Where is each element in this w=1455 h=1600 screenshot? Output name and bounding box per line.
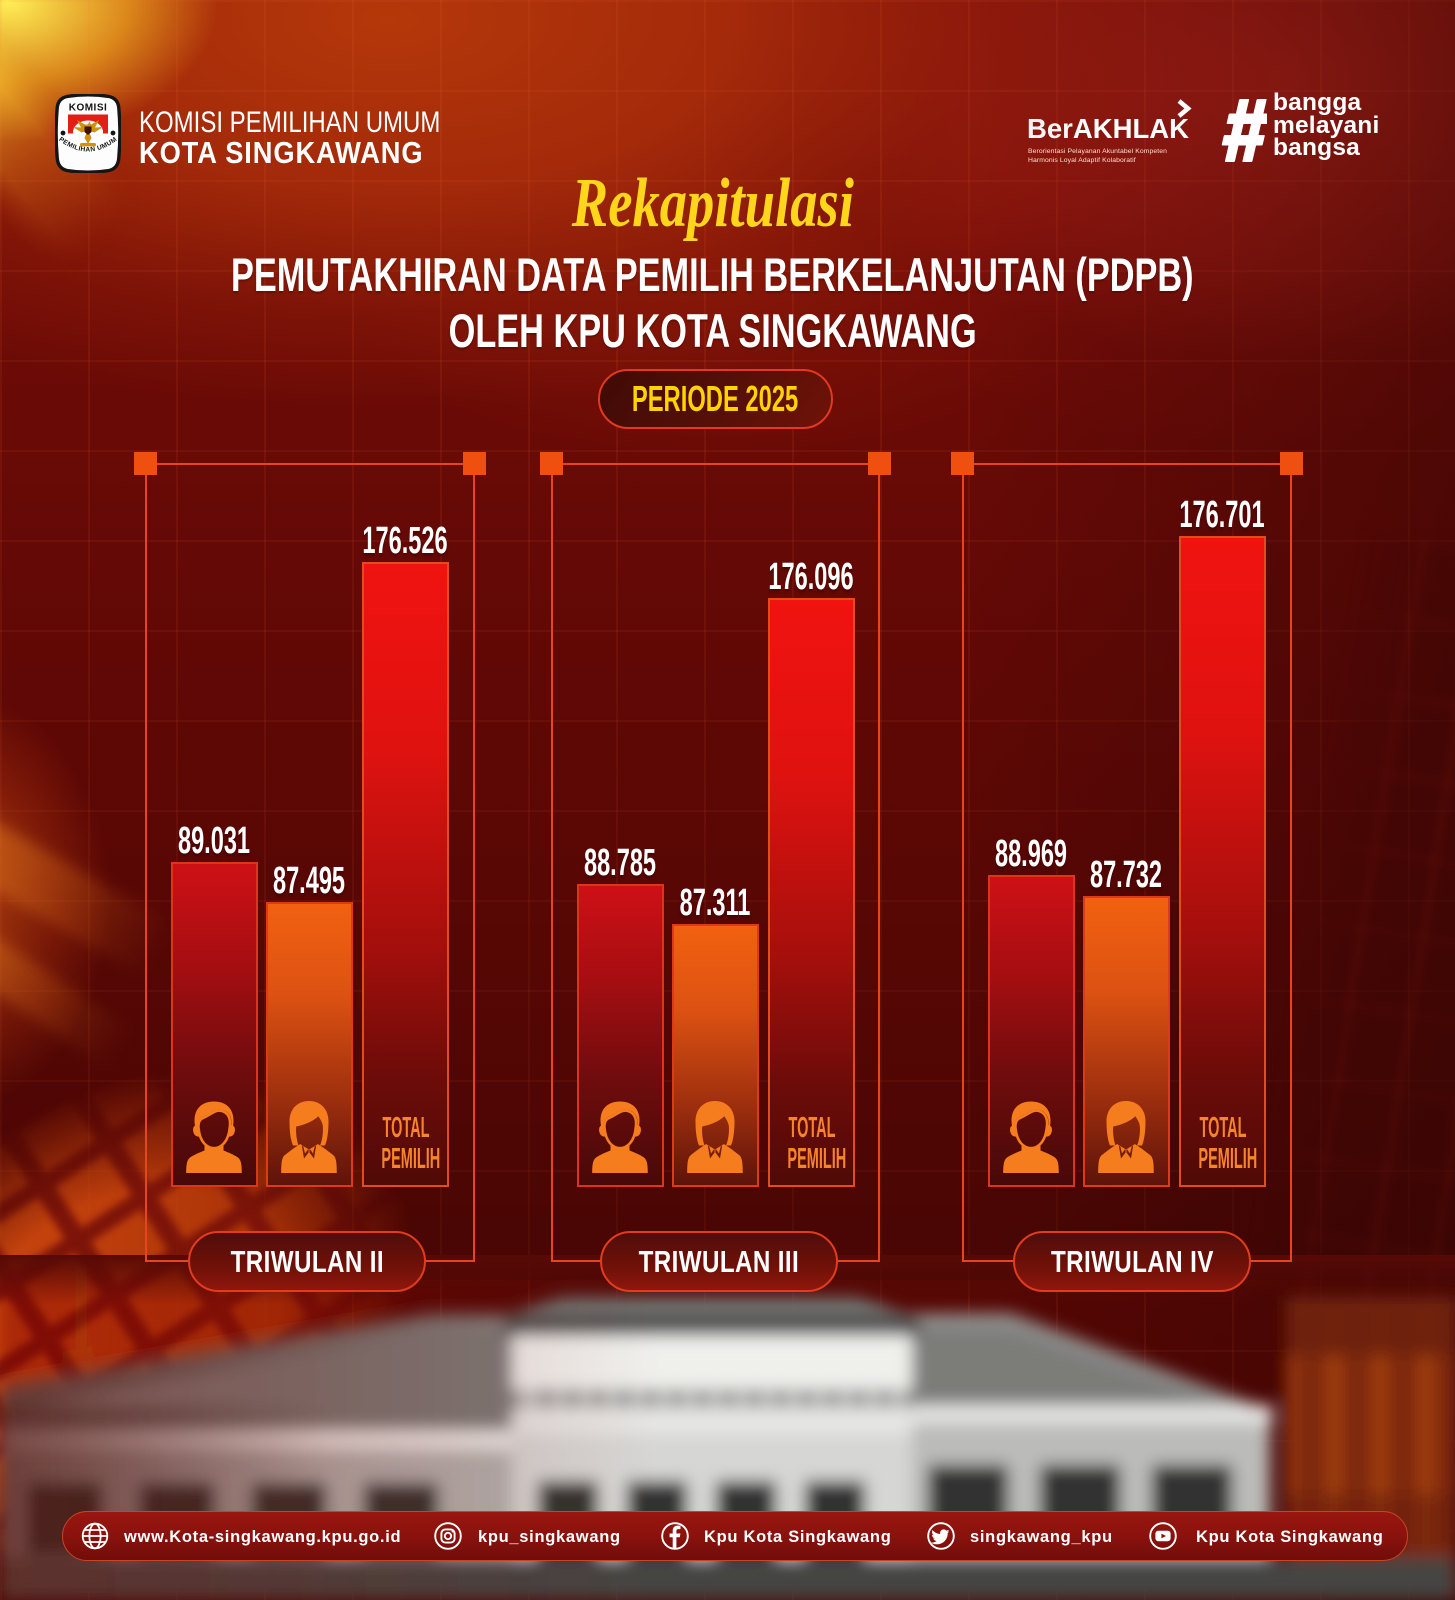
- svg-text:KOMISI: KOMISI: [69, 103, 108, 114]
